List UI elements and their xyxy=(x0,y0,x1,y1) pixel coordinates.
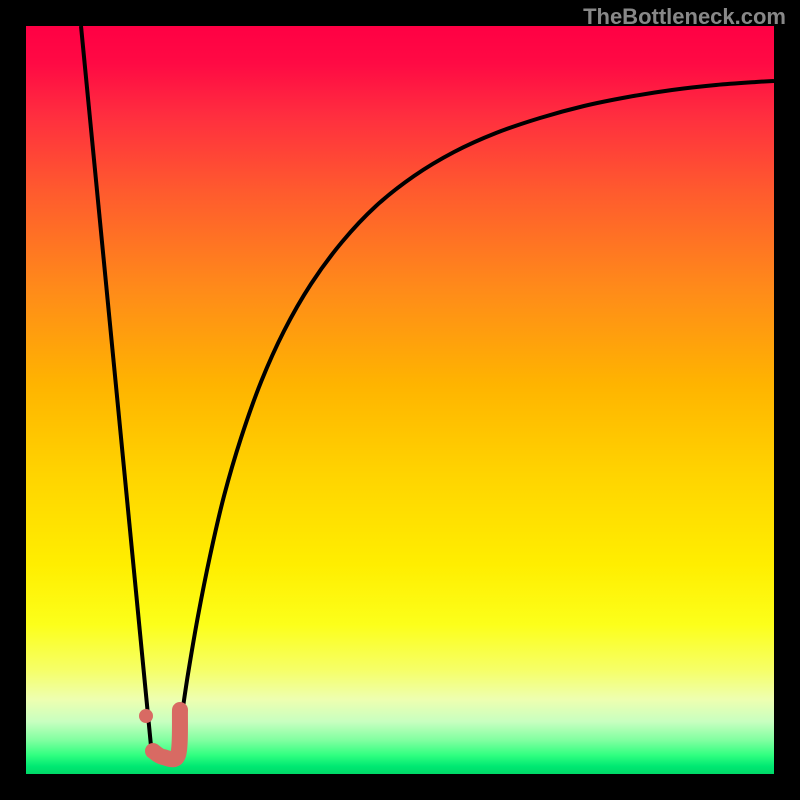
chart-container: TheBottleneck.com xyxy=(0,0,800,800)
marker-dot xyxy=(139,709,153,723)
marker-hook xyxy=(153,710,180,759)
watermark-text: TheBottleneck.com xyxy=(583,4,786,30)
left-line xyxy=(81,26,151,746)
right-curve xyxy=(176,81,774,746)
plot-area xyxy=(26,26,774,774)
curves-layer xyxy=(26,26,774,774)
